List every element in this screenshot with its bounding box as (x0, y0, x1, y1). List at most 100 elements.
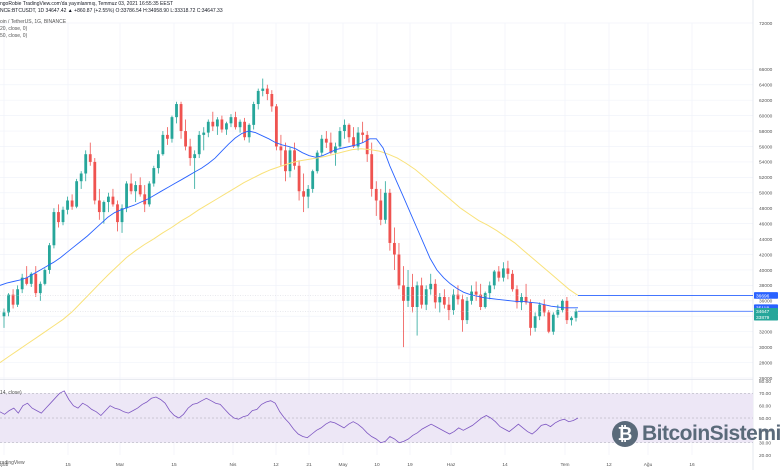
y-tick-label: 62000 (759, 98, 773, 104)
x-tick-label: 21 (306, 462, 312, 468)
candle-body (556, 310, 560, 315)
rsi-label: 14, close) (0, 390, 22, 396)
candle-body (538, 304, 542, 317)
y-tick-label: 52000 (759, 175, 773, 181)
candle-body (215, 119, 219, 127)
candle-body (501, 268, 505, 278)
price-badge-label: 33879 (756, 315, 770, 321)
candle-body (356, 132, 360, 147)
y-tick-label: 58000 (759, 129, 773, 135)
candle-body (515, 289, 519, 303)
candle-body (470, 291, 473, 301)
y-tick-label: 44000 (759, 237, 773, 243)
candle-body (374, 188, 378, 201)
y-tick-label: 64000 (759, 83, 773, 89)
x-tick-label: 10 (374, 462, 380, 468)
candle-body (79, 173, 83, 182)
candle-body (34, 273, 38, 294)
candle-body (170, 117, 174, 139)
candle-body (225, 123, 228, 130)
candle-body (397, 254, 401, 286)
candle-body (393, 242, 396, 255)
rsi-tick-label: 30.00 (759, 440, 771, 446)
candle-body (352, 137, 355, 147)
x-tick-label: 19 (407, 462, 413, 468)
candle-body (411, 286, 414, 307)
candle-body (474, 291, 478, 295)
x-tick-label: 14 (502, 462, 508, 468)
candle-body (125, 183, 128, 209)
candle-body (116, 204, 119, 223)
x-tick-label: Nis (230, 462, 238, 468)
candle-body (574, 311, 578, 318)
x-tick-label: Ağu (644, 462, 653, 468)
tradingview-logo[interactable]: radingView (0, 460, 25, 466)
candle-body (343, 124, 346, 132)
candle-body (52, 212, 56, 246)
candle-body (220, 119, 224, 130)
y-tick-label: 32000 (759, 329, 773, 335)
candle-body (120, 208, 124, 223)
candle-body (16, 289, 20, 305)
x-tick-label: Mar (116, 462, 125, 468)
candle-body (129, 183, 133, 192)
rsi-line (0, 390, 579, 444)
y-tick-label: 28000 (759, 360, 773, 366)
candle-body (511, 273, 514, 290)
candle-body (415, 285, 419, 307)
candle-body (370, 154, 374, 189)
y-tick-label: 30000 (759, 345, 773, 351)
candle-body (338, 131, 342, 147)
y-tick-label: 72000 (759, 21, 773, 27)
y-tick-label: 38000 (759, 283, 773, 289)
rsi-tick-label: 80.00 (759, 379, 771, 385)
candle-body (229, 117, 233, 124)
candle-body (66, 200, 69, 210)
candle-body (43, 269, 47, 284)
candle-body (324, 138, 328, 143)
candle-body (438, 296, 442, 303)
symbol-ohlc: NCE:BTCUSDT, 1D 34647.42 ▲ +860.87 (+2.5… (0, 8, 223, 14)
candle-body (424, 289, 428, 305)
candle-body (38, 283, 42, 294)
rsi-tick-label: 60.00 (759, 403, 771, 409)
price-badge (754, 313, 778, 321)
candle-body (184, 131, 187, 147)
candle-body (161, 134, 165, 155)
candle-body (406, 286, 410, 301)
candle-body (265, 88, 269, 94)
candle-body (306, 188, 310, 197)
candle-body (433, 283, 437, 303)
candle-body (293, 150, 296, 166)
candle-body (102, 202, 106, 213)
rsi-tick-label: 40.00 (759, 428, 771, 434)
candle-body (479, 294, 483, 307)
candle-body (565, 300, 569, 321)
symbol-name: oin / TetherUS, 1G, BINANCE (0, 19, 67, 25)
candle-body (134, 185, 138, 192)
x-tick-label: 16 (689, 462, 695, 468)
candle-body (138, 185, 142, 195)
candle-body (383, 192, 387, 220)
candle-body (107, 196, 110, 203)
x-tick-label: 15 (171, 462, 177, 468)
price-badge (754, 292, 778, 299)
x-tick-label: Tem (560, 462, 569, 468)
candle-body (20, 277, 24, 290)
candle-body (202, 132, 206, 135)
candle-body (402, 285, 405, 301)
candle-body (524, 296, 528, 303)
candle-body (152, 168, 156, 184)
candle-body (529, 302, 533, 328)
candle-body (347, 124, 351, 138)
bitcoin-sistemi-logo-icon: ₿ (612, 421, 638, 447)
candle-body (570, 317, 573, 321)
candle-body (297, 165, 301, 192)
x-tick-label: 15 (65, 462, 71, 468)
candle-body (311, 171, 315, 189)
candle-body (193, 154, 197, 159)
candle-body (329, 142, 333, 153)
rsi-tick-label: 20.00 (759, 453, 771, 459)
